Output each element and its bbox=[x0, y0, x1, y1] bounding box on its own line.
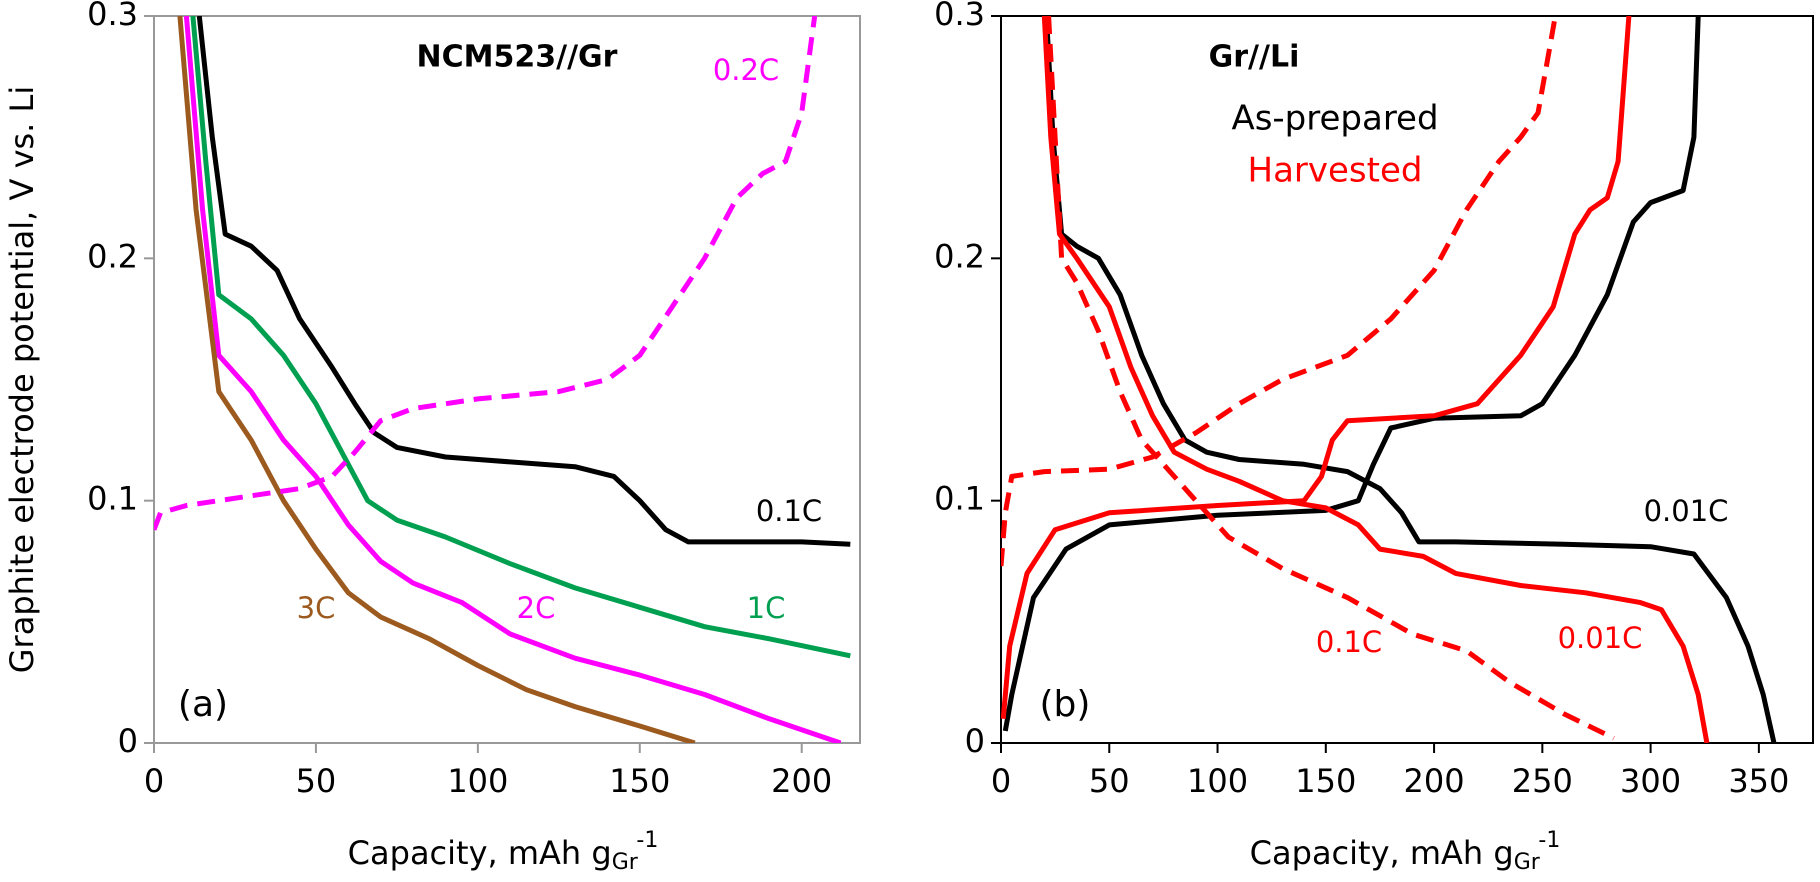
y-tick-label: 0.1 bbox=[87, 480, 138, 518]
series-line bbox=[1041, 16, 1710, 743]
x-label-sup: -1 bbox=[1538, 828, 1560, 853]
y-axis-label: Graphite electrode potential, V vs. Li bbox=[3, 86, 41, 673]
series-label: 0.2C bbox=[713, 53, 779, 87]
x-tick-label: 150 bbox=[609, 762, 670, 800]
series-label: 2C bbox=[517, 591, 556, 625]
x-tick-label: 100 bbox=[447, 762, 508, 800]
panel-label: (a) bbox=[178, 684, 228, 725]
series-line bbox=[183, 16, 842, 743]
x-label-sup: -1 bbox=[636, 828, 658, 853]
annotation: 0.01C bbox=[1644, 494, 1729, 528]
x-tick-label: 50 bbox=[1089, 762, 1130, 800]
series-label: 0.1C bbox=[756, 494, 822, 528]
panel: 0 0.1 0.2 0.3 0 50 100 150 200 Capacity, mAh gGr-… bbox=[3, 0, 861, 875]
y-tick-label: 0.2 bbox=[87, 237, 138, 275]
x-tick-label: 200 bbox=[1404, 762, 1465, 800]
series-line bbox=[1001, 16, 1558, 567]
annotation: 0.01C bbox=[1558, 621, 1643, 655]
x-tick-label: 250 bbox=[1512, 762, 1573, 800]
y-tick-label: 0.3 bbox=[87, 0, 138, 33]
x-tick-label: 200 bbox=[771, 762, 832, 800]
x-tick-label: 100 bbox=[1187, 762, 1248, 800]
annotation: As-prepared bbox=[1231, 99, 1438, 139]
y-tick-label: 0.3 bbox=[934, 0, 985, 33]
x-label-text: Capacity, mAh g bbox=[348, 834, 612, 872]
series-line bbox=[1001, 16, 1632, 720]
annotation: 0.1C bbox=[1316, 625, 1382, 659]
plot-frame bbox=[153, 15, 861, 744]
x-tick-label: 300 bbox=[1620, 762, 1681, 800]
series-label: 1C bbox=[747, 591, 786, 625]
y-tick-label: 0 bbox=[118, 722, 138, 760]
series-line bbox=[1046, 16, 1615, 741]
panel-label: (b) bbox=[1040, 684, 1091, 725]
series-line bbox=[177, 16, 696, 743]
panel-title: Gr//Li bbox=[1209, 40, 1300, 75]
series-line bbox=[1002, 16, 1701, 732]
x-label-sub: Gr bbox=[612, 850, 639, 875]
series-line bbox=[154, 16, 818, 531]
x-label-sub: Gr bbox=[1514, 850, 1541, 875]
x-tick-label: 50 bbox=[296, 762, 337, 800]
x-label-text: Capacity, mAh g bbox=[1250, 834, 1514, 872]
annotation: Harvested bbox=[1248, 151, 1423, 191]
series-line bbox=[196, 16, 851, 547]
x-axis-label: Capacity, mAh gGr-1 bbox=[1250, 828, 1561, 875]
x-tick-label: 0 bbox=[144, 762, 164, 800]
y-tick-label: 0.1 bbox=[934, 480, 985, 518]
y-tick-label: 0.2 bbox=[934, 237, 985, 275]
plot-frame bbox=[1000, 15, 1814, 744]
x-axis-label: Capacity, mAh gGr-1 bbox=[348, 828, 659, 875]
panel-title: NCM523//Gr bbox=[417, 40, 618, 75]
panel: 0 0.1 0.2 0.3 0 50 100 150 200 250 300 350 Capacity,… bbox=[934, 0, 1814, 875]
x-tick-label: 150 bbox=[1295, 762, 1356, 800]
series-line bbox=[190, 16, 851, 659]
series-label: 3C bbox=[297, 591, 336, 625]
x-tick-label: 0 bbox=[991, 762, 1011, 800]
x-tick-label: 350 bbox=[1728, 762, 1789, 800]
y-tick-label: 0 bbox=[965, 722, 985, 760]
